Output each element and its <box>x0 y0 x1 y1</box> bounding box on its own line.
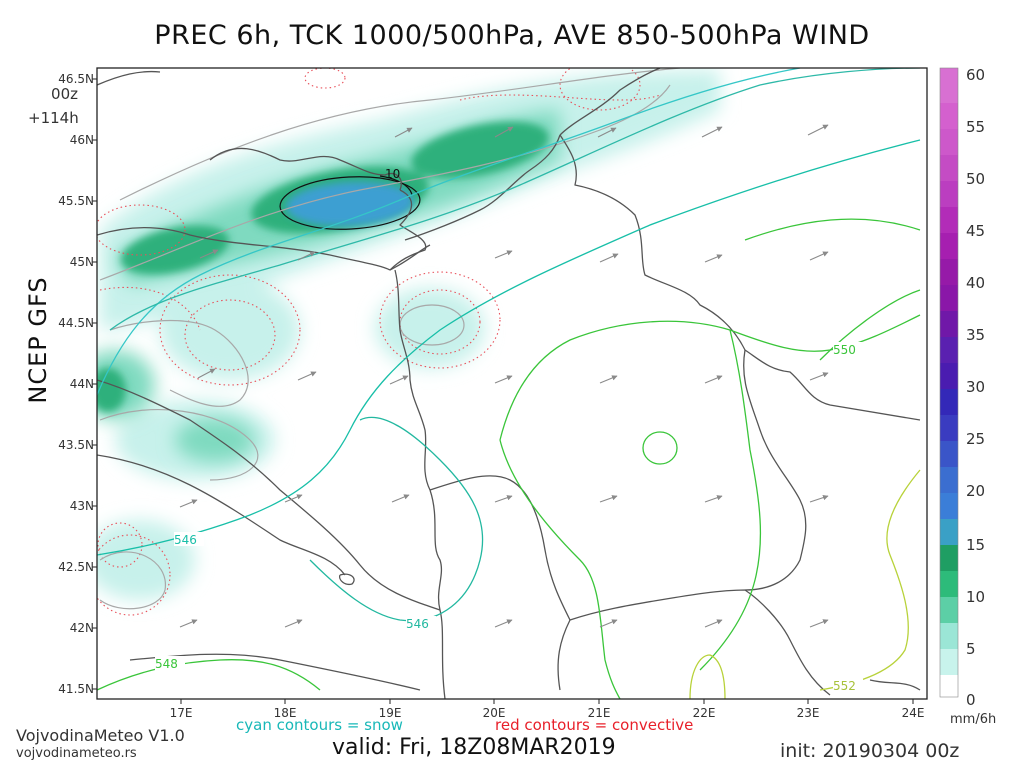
contour-label-552: 552 <box>833 679 856 693</box>
colorbar-tick-label: 60 <box>966 66 986 84</box>
brand-name: VojvodinaMeteo V1.0 <box>16 726 185 745</box>
contour-label-548: 548 <box>155 657 178 671</box>
gray-contours <box>99 68 681 610</box>
colorbar-tick-label: 30 <box>966 378 986 396</box>
contour-label-546-west: 546 <box>174 533 197 547</box>
colorbar-tick-label: 55 <box>966 118 986 136</box>
lat-label: 45N <box>69 255 94 269</box>
colorbar-tick-label: 0 <box>966 691 976 709</box>
run-cycle: 00z <box>51 85 78 103</box>
colorbar-tick-label: 5 <box>966 640 976 658</box>
lat-label: 45.5N <box>58 194 94 208</box>
lat-label: 43N <box>69 499 94 513</box>
thickness-contours <box>97 68 921 699</box>
contour-labels: 546 546 548 550 552 10 <box>155 167 863 693</box>
axis-ticks <box>92 78 914 704</box>
lat-label: 44.5N <box>58 316 94 330</box>
convective-legend: red contours = convective <box>495 716 694 734</box>
wind-arrows <box>179 124 829 628</box>
contour-label-550: 550 <box>833 343 856 357</box>
lon-label: 23E <box>796 706 820 720</box>
colorbar-tick-label: 20 <box>966 482 986 500</box>
colorbar-tick-label: 35 <box>966 326 986 344</box>
forecast-hour: +114h <box>28 109 79 127</box>
colorbar <box>939 67 959 698</box>
valid-time: valid: Fri, 18Z08MAR2019 <box>332 735 616 760</box>
colorbar-unit: mm/6h <box>950 712 997 727</box>
lon-label: 20E <box>482 706 506 720</box>
colorbar-tick-label: 25 <box>966 430 986 448</box>
lat-label: 44N <box>69 377 94 391</box>
lon-label: 17E <box>169 706 193 720</box>
country-borders <box>97 68 921 699</box>
lat-label: 41.5N <box>58 682 94 696</box>
contour-label-546-south: 546 <box>406 617 429 631</box>
lat-label: 43.5N <box>58 438 94 452</box>
chart-title: PREC 6h, TCK 1000/500hPa, AVE 850-500hPa… <box>154 20 870 51</box>
precip-shading <box>97 70 720 600</box>
colorbar-tick-label: 10 <box>966 588 986 606</box>
lon-label: 24E <box>901 706 925 720</box>
brand-url: vojvodinameteo.rs <box>16 746 137 761</box>
precip-label-10: 10 <box>385 167 400 181</box>
lat-label: 42N <box>69 621 94 635</box>
lon-label: 21E <box>587 706 611 720</box>
lat-label: 46N <box>69 133 94 147</box>
colorbar-tick-label: 50 <box>966 170 986 188</box>
colorbar-tick-label: 40 <box>966 274 986 292</box>
lat-label: 46.5N <box>58 72 94 86</box>
snow-legend: cyan contours = snow <box>236 716 403 734</box>
lon-label: 18E <box>273 706 297 720</box>
lat-label: 42.5N <box>58 560 94 574</box>
lon-label: 22E <box>692 706 716 720</box>
run-info: 00z +114h <box>28 82 79 130</box>
lon-label: 19E <box>378 706 402 720</box>
colorbar-tick-label: 45 <box>966 222 986 240</box>
init-time: init: 20190304 00z <box>780 740 960 762</box>
colorbar-tick-label: 15 <box>966 536 986 554</box>
